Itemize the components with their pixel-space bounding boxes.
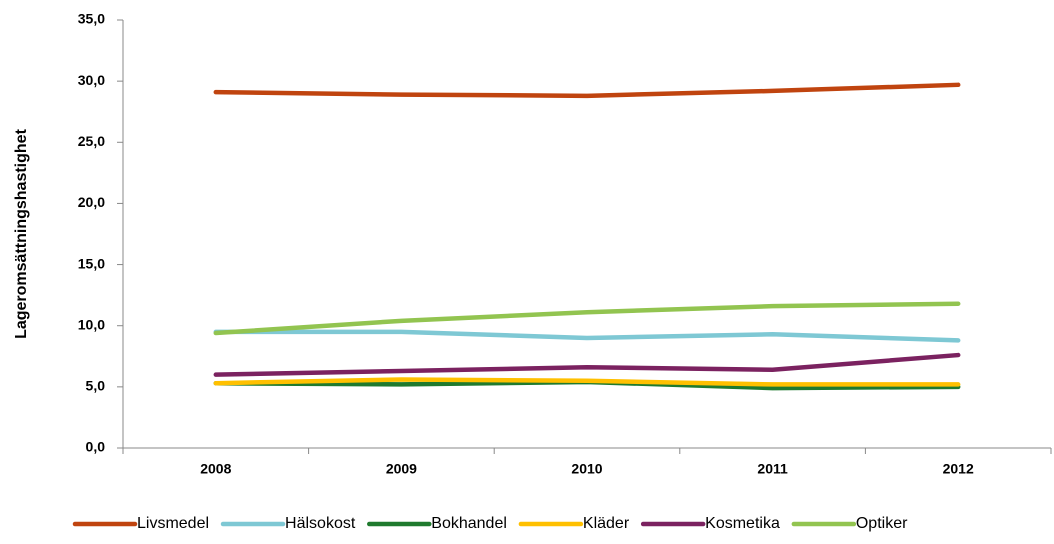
y-tick-label: 15,0: [78, 255, 105, 271]
x-tick-label: 2008: [200, 461, 231, 477]
y-tick-label: 0,0: [86, 439, 106, 455]
x-tick-label: 2010: [571, 461, 602, 477]
y-tick-label: 35,0: [78, 11, 105, 27]
legend-label: Kläder: [583, 515, 630, 532]
series-line: [213, 301, 961, 336]
legend-label: Hälsokost: [285, 515, 356, 532]
y-tick-label: 25,0: [78, 133, 105, 149]
series-line: [213, 377, 961, 387]
y-axis-label: Lageromsättningshastighet: [13, 128, 30, 338]
x-tick-label: 2009: [386, 461, 417, 477]
y-tick-label: 30,0: [78, 72, 105, 88]
x-tick-label: 2012: [943, 461, 974, 477]
series-line: [213, 352, 961, 377]
legend-label: Optiker: [856, 515, 908, 532]
y-tick-label: 10,0: [78, 316, 105, 332]
series-line: [213, 82, 961, 99]
x-tick-label: 2011: [757, 461, 788, 477]
y-tick-label: 5,0: [86, 378, 106, 394]
legend-label: Kosmetika: [705, 515, 780, 532]
series-line: [213, 329, 961, 343]
legend-label: Bokhandel: [431, 515, 507, 532]
legend-label: Livsmedel: [137, 515, 209, 532]
y-tick-label: 20,0: [78, 194, 105, 210]
